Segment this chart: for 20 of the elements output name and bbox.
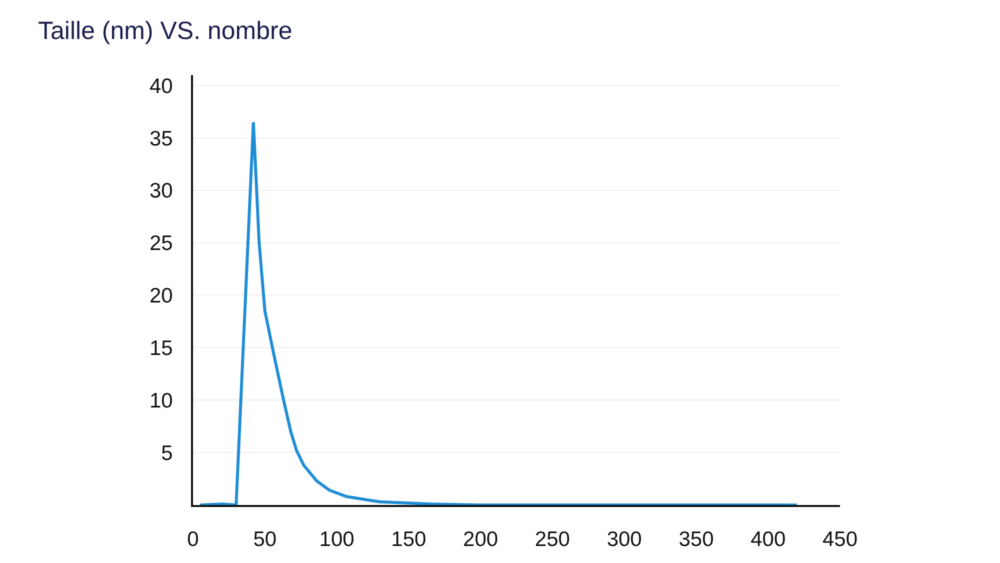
y-tick-label: 15 [149, 337, 173, 360]
y-tick-label: 25 [149, 232, 173, 256]
x-tick-label: 100 [319, 528, 354, 552]
x-tick-label: 250 [534, 528, 570, 552]
x-tick-label: 300 [606, 528, 642, 552]
x-tick-label: 50 [253, 528, 277, 552]
x-tick-label: 350 [678, 528, 714, 552]
y-tick-label: 30 [149, 180, 173, 203]
x-tick-label: 400 [750, 528, 786, 552]
x-tick-label: 200 [463, 528, 498, 552]
y-tick-label: 10 [149, 389, 173, 412]
y-tick-label: 40 [149, 74, 173, 98]
y-tick-label: 5 [161, 442, 173, 465]
y-tick-label: 35 [149, 127, 173, 150]
chart-title: Taille (nm) VS. nombre [38, 16, 292, 45]
line-series [198, 120, 798, 505]
x-tick-label: 0 [187, 528, 199, 552]
x-tick-label: 150 [391, 528, 426, 552]
x-tick-label: 450 [822, 528, 858, 552]
y-tick-label: 20 [149, 284, 173, 308]
